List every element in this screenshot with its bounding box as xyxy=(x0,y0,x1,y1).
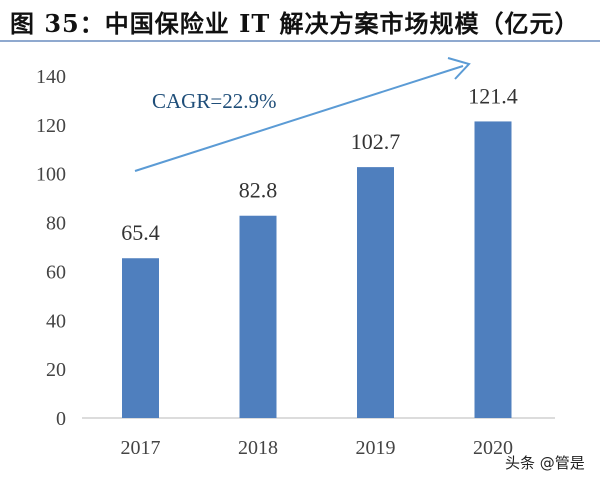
y-tick-label: 60 xyxy=(46,261,66,283)
y-tick-label: 0 xyxy=(56,408,66,430)
cagr-annotation: CAGR=22.9% xyxy=(152,89,276,113)
title-divider xyxy=(0,40,600,42)
data-label: 121.4 xyxy=(468,83,518,108)
chart-title: 图 35：中国保险业 IT 解决方案市场规模（亿元） xyxy=(10,9,580,38)
data-label: 82.8 xyxy=(239,178,278,203)
y-tick-label: 140 xyxy=(36,66,66,88)
bar-2019 xyxy=(357,167,394,418)
y-tick-label: 80 xyxy=(46,213,66,235)
y-tick-label: 20 xyxy=(46,359,66,381)
x-tick-label: 2019 xyxy=(356,437,396,459)
y-tick-label: 120 xyxy=(36,115,66,137)
bar-2018 xyxy=(239,215,277,418)
bar-2017 xyxy=(122,258,159,418)
cagr-arrow-line xyxy=(134,65,464,172)
data-label: 65.4 xyxy=(121,220,160,245)
data-label: 102.7 xyxy=(351,129,401,154)
x-tick-label: 2017 xyxy=(121,437,161,459)
bar-2020 xyxy=(474,121,512,419)
x-tick-label: 2018 xyxy=(238,437,278,459)
y-tick-label: 100 xyxy=(36,164,66,186)
arrow-head-icon xyxy=(447,57,471,80)
x-tick-label: 2020 xyxy=(473,437,513,459)
y-tick-label: 40 xyxy=(46,310,66,332)
watermark: 头条 @管是 xyxy=(505,454,585,472)
